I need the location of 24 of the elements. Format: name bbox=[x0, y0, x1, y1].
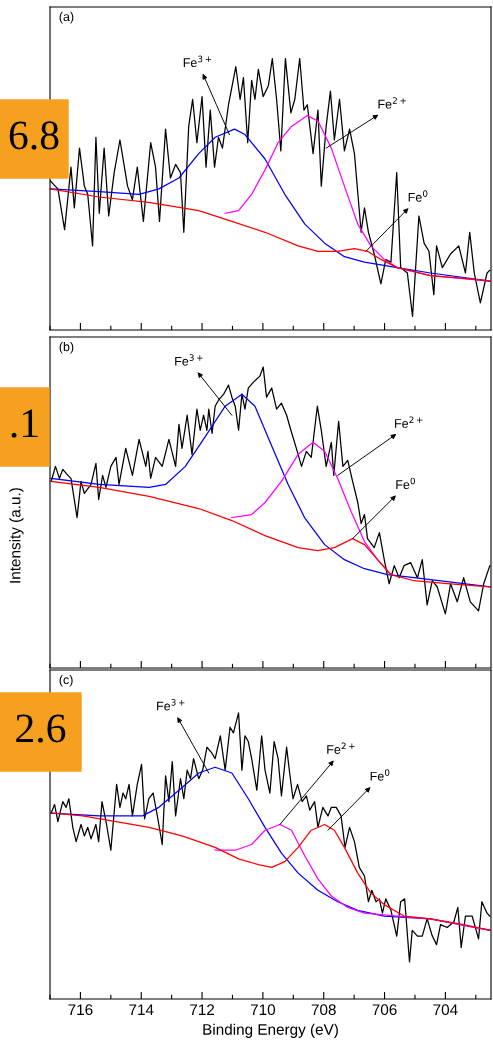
annotation: Fe$^{3+}$ bbox=[183, 55, 212, 68]
text: (a) bbox=[59, 11, 74, 24]
annotation: 6.8 bbox=[9, 121, 59, 150]
annotation: Fe$^{0}$ bbox=[370, 769, 390, 781]
annotation: Fe$^{3+}$ bbox=[175, 354, 203, 366]
text: (b) bbox=[59, 341, 74, 354]
annotation: Fe$^{3+}$ bbox=[157, 699, 185, 711]
annotation: 2.6 bbox=[16, 714, 66, 743]
annotation: Fe$^{0}$ bbox=[396, 477, 415, 490]
text: .1 bbox=[11, 409, 38, 438]
x-axis-title: Binding Energy (eV) bbox=[203, 1023, 338, 1038]
x-tick-label: 710 bbox=[250, 1004, 276, 1016]
x-tick-label: 708 bbox=[311, 1004, 336, 1016]
x-tick-label: 712 bbox=[190, 1004, 215, 1015]
annotation: Fe$^{2+}$ bbox=[378, 97, 406, 109]
x-tick-label: 716 bbox=[68, 1004, 93, 1016]
annotation: Fe$^{2+}$ bbox=[327, 742, 355, 754]
y-axis-title: Intensity (a.u.) bbox=[9, 488, 24, 583]
annotation: Fe$^{2+}$ bbox=[395, 416, 423, 428]
x-tick-label: 704 bbox=[433, 1004, 458, 1016]
annotation: Fe$^{0}$ bbox=[408, 190, 428, 202]
x-tick-label: 706 bbox=[372, 1004, 397, 1016]
text: (c) bbox=[59, 674, 73, 687]
x-tick-label: 714 bbox=[129, 1004, 154, 1015]
